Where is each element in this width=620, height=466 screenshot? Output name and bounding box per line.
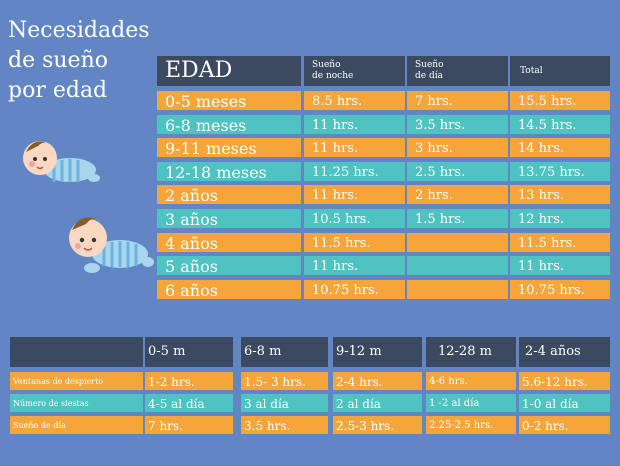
table1-cell-night-sleep: 8.5 hrs.: [304, 91, 405, 110]
table2-header-12-28m: 12-28 m: [426, 337, 516, 367]
table2-cell-0-5m: 4-5 al día: [145, 394, 233, 412]
table1-cell-total: 12 hrs.: [510, 209, 610, 228]
table2-cell-12-28m: 2.25-2.5 hrs.: [426, 416, 516, 434]
table2-cell-label: Ventanas de despierto: [10, 372, 143, 390]
table1-cell-day-sleep: [407, 279, 508, 299]
table1-cell-total: 13 hrs.: [510, 185, 610, 205]
table1-cell-total: 11.5 hrs.: [510, 232, 610, 252]
table1-cell-night-sleep: 11 hrs.: [304, 138, 405, 158]
table2-cell-12-28m: 4-6 hrs.: [426, 372, 516, 390]
table2-header-6-8m: 6-8 m: [241, 337, 328, 367]
table2-header-0-5m: 0-5 m: [145, 337, 233, 367]
table1-cell-total: 14.5 hrs.: [510, 114, 610, 134]
table1-cell-night-sleep: 11.5 hrs.: [304, 232, 405, 252]
table1-header-sueno-noche: Sueño de noche: [304, 56, 405, 86]
table1-header-sueno-dia: Sueño de día: [407, 56, 508, 86]
table1-cell-age: 5 años: [157, 256, 301, 276]
page-title: Necesidades de sueño por edad: [8, 18, 150, 103]
table1-cell-day-sleep: 2.5 hrs.: [407, 161, 508, 181]
table2-cell-9-12m: 2.5-3 hrs.: [333, 416, 422, 434]
table1-cell-day-sleep: 3.5 hrs.: [407, 114, 508, 134]
table2-cell-0-5m: 1-2 hrs.: [145, 372, 233, 390]
table1-cell-night-sleep: 11 hrs.: [304, 114, 405, 134]
table2-header-9-12m: 9-12 m: [333, 337, 422, 367]
table1-cell-day-sleep: 3 hrs.: [407, 138, 508, 158]
table1-cell-day-sleep: 2 hrs.: [407, 185, 508, 205]
table1-cell-night-sleep: 11.25 hrs.: [304, 161, 405, 181]
table1-header-edad: EDAD: [157, 56, 301, 86]
table2-cell-2-4anos: 0-2 hrs.: [519, 416, 610, 434]
table2-cell-label: Número de siestas: [10, 394, 143, 412]
table1-cell-night-sleep: 11 hrs.: [304, 185, 405, 205]
baby-illustration-1: [23, 141, 100, 182]
table1-header-total: Total: [510, 56, 610, 86]
table1-cell-age: 3 años: [157, 209, 301, 228]
table2-cell-0-5m: 7 hrs.: [145, 416, 233, 434]
table2-cell-9-12m: 2-4 hrs.: [333, 372, 422, 390]
table2-header-blank: [10, 337, 143, 367]
table1-cell-age: 6-8 meses: [157, 114, 301, 134]
table1-cell-day-sleep: 1.5 hrs.: [407, 209, 508, 228]
table1-cell-night-sleep: 10.75 hrs.: [304, 279, 405, 299]
table1-cell-age: 0-5 meses: [157, 91, 301, 110]
table1-cell-age: 2 años: [157, 185, 301, 205]
table2-cell-2-4anos: 5.6-12 hrs.: [519, 372, 610, 390]
table1-cell-night-sleep: 10.5 hrs.: [304, 209, 405, 228]
table2-cell-6-8m: 3.5 hrs.: [241, 416, 328, 434]
table1-cell-day-sleep: [407, 256, 508, 276]
table1-cell-night-sleep: 11 hrs.: [304, 256, 405, 276]
table2-header-2-4anos: 2-4 años: [519, 337, 610, 367]
table2-cell-6-8m: 1.5- 3 hrs.: [241, 372, 328, 390]
table2-cell-2-4anos: 1-0 al día: [519, 394, 610, 412]
table1-cell-age: 12-18 meses: [157, 161, 301, 181]
table2-cell-label: Sueño de día: [10, 416, 143, 434]
table1-cell-day-sleep: 7 hrs.: [407, 91, 508, 110]
table2-cell-12-28m: 1 -2 al día: [426, 394, 516, 412]
table1-cell-day-sleep: [407, 232, 508, 252]
table1-cell-age: 4 años: [157, 232, 301, 252]
table1-cell-total: 11 hrs.: [510, 256, 610, 276]
table1-cell-total: 15.5 hrs.: [510, 91, 610, 110]
table1-cell-total: 13.75 hrs.: [510, 161, 610, 181]
table2-cell-9-12m: 2 al día: [333, 394, 422, 412]
table1-cell-total: 10.75 hrs.: [510, 279, 610, 299]
table1-cell-age: 9-11 meses: [157, 138, 301, 158]
table2-cell-6-8m: 3 al día: [241, 394, 328, 412]
table1-cell-total: 14 hrs.: [510, 138, 610, 158]
table1-cell-age: 6 años: [157, 279, 301, 299]
baby-illustration-2: [69, 217, 154, 273]
